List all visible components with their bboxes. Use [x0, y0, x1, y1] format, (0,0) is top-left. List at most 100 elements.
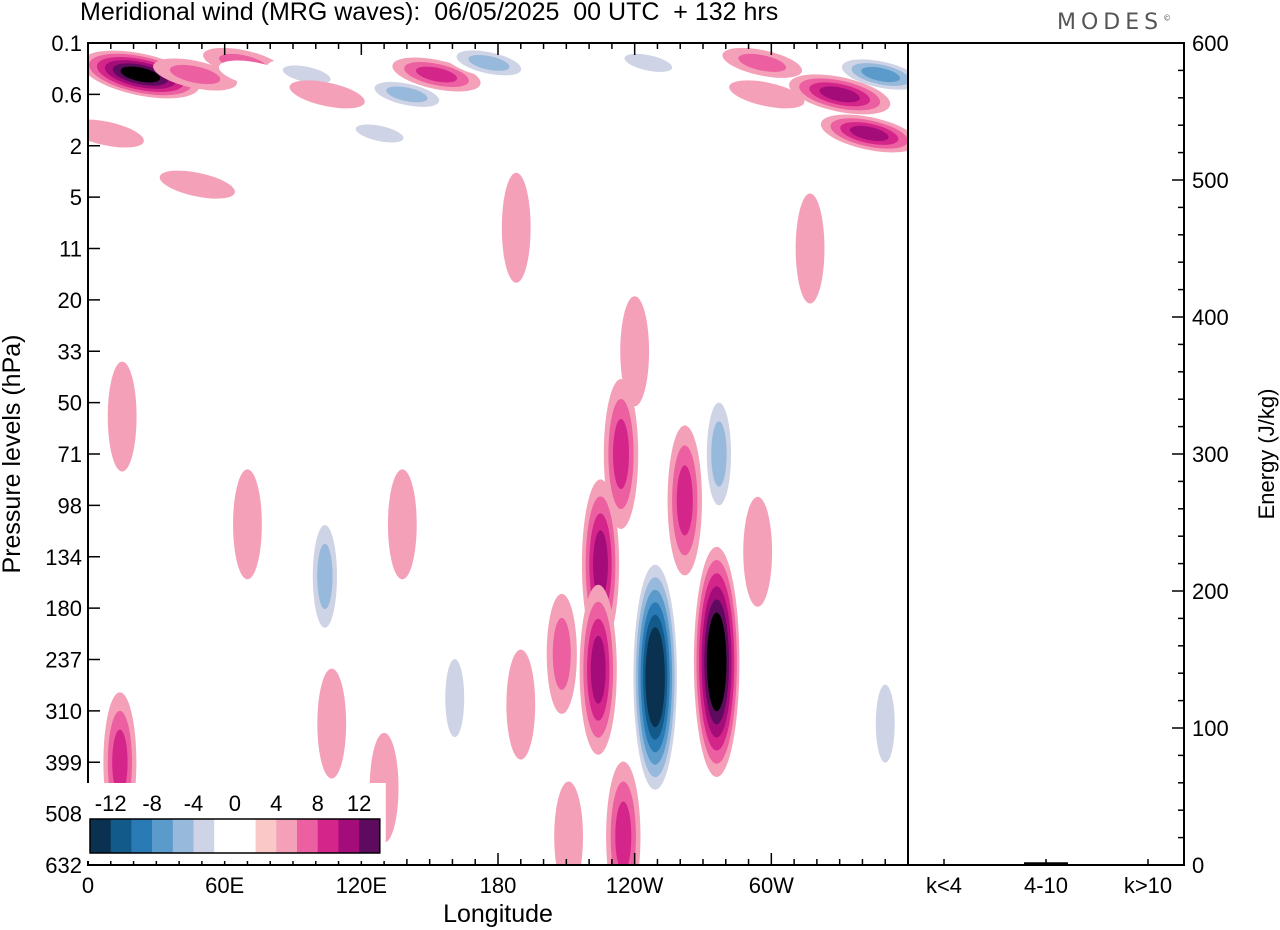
- contour-level: [743, 496, 773, 607]
- contour-level: [849, 125, 889, 142]
- contour-level: [88, 119, 144, 148]
- energy-category-label: k<4: [926, 873, 962, 898]
- y-tick-label: 50: [58, 391, 82, 416]
- colorbar-label: 8: [312, 791, 324, 816]
- contour-feature: [339, 118, 420, 149]
- x-tick-label: 180: [480, 873, 517, 898]
- y-tick-label: 0.1: [51, 31, 82, 56]
- y-tick-label: 5: [70, 185, 82, 210]
- contour-feature: [702, 384, 736, 524]
- contour-feature: [159, 170, 235, 199]
- contour-level: [647, 639, 663, 715]
- contour-feature: [506, 649, 536, 760]
- colorbar-frame: [89, 818, 381, 854]
- y-tick-label: 0.6: [51, 82, 82, 107]
- energy-tick-label: 100: [1192, 716, 1229, 741]
- contour-feature: [308, 506, 342, 647]
- colorbar-swatch: [152, 819, 174, 853]
- colorbar-swatch: [110, 819, 132, 853]
- x-tick-label: 120E: [336, 873, 387, 898]
- contour-feature: [670, 781, 700, 865]
- y-axis-label: Pressure levels (hPa): [0, 335, 26, 574]
- contour-level: [317, 543, 333, 610]
- x-axis: 0 60E 120E 180 120W 60W: [82, 43, 909, 898]
- contour-level: [554, 781, 584, 865]
- energy-tick-label: 300: [1192, 442, 1229, 467]
- x-tick-label: 0: [82, 873, 94, 898]
- colorbar-swatch: [234, 819, 256, 853]
- colorbar-label: 0: [229, 791, 241, 816]
- colorbar-swatch: [131, 819, 153, 853]
- energy-tick-label: 500: [1192, 168, 1229, 193]
- contour-level: [615, 801, 632, 865]
- contour-level: [159, 170, 235, 199]
- brand-logo: MODES©: [1057, 10, 1171, 35]
- y-tick-label: 632: [45, 853, 82, 878]
- contour-feature: [233, 469, 262, 580]
- contour-feature: [789, 74, 891, 115]
- contour-feature: [88, 119, 144, 148]
- contour-level: [107, 361, 137, 472]
- contour-level: [624, 53, 673, 72]
- energy-tick-label: 0: [1192, 853, 1204, 878]
- x-tick-label: 60W: [749, 873, 794, 898]
- colorbar: -12 -8 -4 0 4 8 12: [86, 783, 386, 861]
- contour-level: [120, 66, 161, 83]
- y-tick-label: 2: [70, 134, 82, 159]
- contour-feature: [508, 131, 584, 160]
- contour-feature: [289, 80, 365, 109]
- contour-level: [704, 170, 780, 199]
- contour-level: [711, 421, 727, 487]
- contour-level: [501, 172, 531, 283]
- y-tick-label: 399: [45, 750, 82, 775]
- contour-level: [612, 419, 630, 489]
- contour-level: [355, 124, 404, 143]
- y-tick-label: 20: [58, 288, 82, 313]
- colorbar-swatch: [297, 819, 318, 853]
- x-tick-label: 120W: [606, 873, 664, 898]
- y-tick-label: 310: [45, 699, 82, 724]
- contour-feature: [620, 296, 650, 407]
- contour-level: [709, 625, 724, 699]
- contour-feature: [667, 425, 702, 576]
- contour-level: [506, 649, 536, 760]
- contour-level: [233, 469, 262, 580]
- energy-plot-frame: [907, 42, 1185, 866]
- contour-feature: [722, 47, 803, 78]
- chart-title: Meridional wind (MRG waves): 06/05/2025 …: [80, 0, 779, 26]
- contour-level: [670, 781, 700, 865]
- y-tick-label: 11: [59, 237, 82, 262]
- contour-feature: [820, 114, 908, 153]
- energy-bars: k<4 4-10 k>10: [922, 859, 1172, 898]
- contour-level: [738, 53, 787, 72]
- colorbar-swatch: [255, 819, 277, 853]
- contour-feature: [832, 55, 908, 94]
- contour-level: [169, 64, 221, 85]
- colorbar-label: -12: [95, 791, 127, 816]
- brand-mark: ©: [1163, 13, 1172, 23]
- contour-level: [112, 729, 128, 795]
- colorbar-swatch: [193, 819, 215, 853]
- contour-feature: [606, 761, 641, 865]
- contour-feature: [453, 469, 483, 580]
- contour-level: [620, 296, 650, 407]
- contour-feature: [554, 781, 584, 865]
- y-tick-label: 71: [58, 442, 82, 467]
- colorbar-label: -4: [184, 791, 204, 816]
- contour-feature: [387, 469, 417, 580]
- colorbar-label: 12: [347, 791, 371, 816]
- colorbar-swatch: [359, 819, 381, 853]
- colorbar-swatch: [338, 819, 360, 853]
- x-tick-label: 60E: [205, 873, 244, 898]
- y-axis: 0.1 0.6 2 5 11 20 33 50 71 98 134 180 237 310 399 508 63…: [45, 31, 100, 878]
- contour-level: [819, 86, 860, 103]
- y-tick-label: 180: [45, 596, 82, 621]
- brand-name: MODES: [1057, 10, 1164, 35]
- contour-level: [468, 54, 510, 71]
- contour-level: [593, 530, 608, 599]
- colorbar-swatch: [90, 819, 111, 853]
- y-tick-label: 98: [58, 493, 82, 518]
- contour-level: [729, 80, 805, 109]
- energy-category-label: k>10: [1124, 873, 1172, 898]
